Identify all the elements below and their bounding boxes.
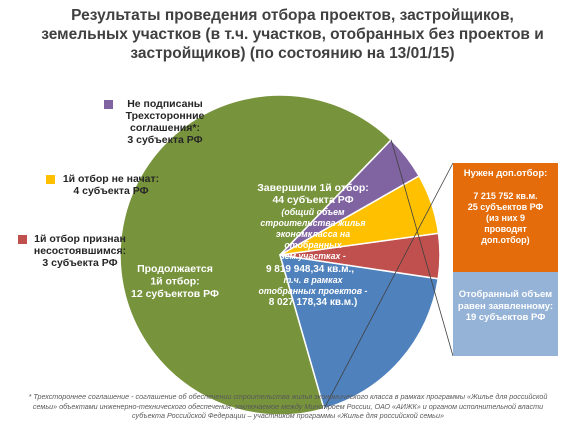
label-failed: 1й отбор признан несостоявшимся: 3 субъект… [33,233,127,269]
label-not-signed: Не подписаны Трехсторонние соглашения*: 3 с… [125,98,205,146]
legend-marker-failed [18,235,27,244]
completed-sub-value: 8 027 178,34 кв.м.) [269,297,358,308]
pie-slice-continuing [278,254,440,410]
extra-selection-title: Нужен доп.отбор: [463,168,548,179]
slice-labels: Завершили 1й отбор: 44 субъекта РФ(общий … [131,182,369,308]
completed-sub: т.ч. в рамках отобранных проектов - [259,275,368,296]
completed-label: Завершили 1й отбор: 44 субъекта РФ [257,182,369,206]
pie-slice-completed [119,94,393,416]
continuing-label: Продолжается 1й отбор: 12 субъектов РФ [131,263,219,300]
pie-chart [119,94,441,416]
label-not-started: 1й отбор не начат: 4 субъекта РФ [62,173,160,197]
legend-marker-not-signed [104,100,113,109]
extra-selection-box: Нужен доп.отбор: 7 215 752 кв.м. 25 субъе… [453,163,558,272]
connector-top [323,162,454,409]
legend-marker-not-started [46,175,55,184]
footnote: * Трехстороннее соглашение - соглашение … [28,392,548,420]
completed-detail: (общий объем строительства жилья экономкла… [260,207,366,261]
breakdown-connectors [323,139,454,409]
equal-declared-box: Отобранный объем равен заявленному: 19 суб… [453,272,558,356]
connector-bottom [390,139,454,357]
chart-title: Результаты проведения отбора проектов, з… [41,7,544,62]
completed-value: 9 819 948,34 кв.м., [266,264,354,275]
equal-declared-text: Отобранный объем равен заявленному: 19 суб… [457,289,554,323]
